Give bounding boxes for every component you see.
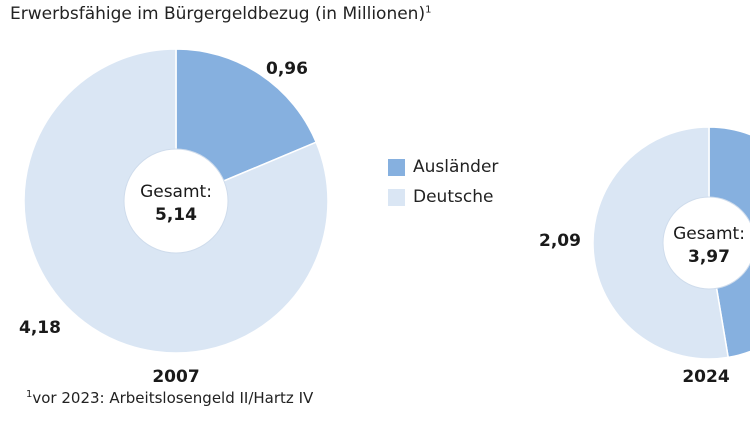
year-label-2007: 2007	[152, 367, 199, 387]
legend-label-auslaender: Ausländer	[413, 157, 499, 177]
value-label-2007-auslaender: 0,96	[266, 59, 308, 79]
legend-swatch-auslaender	[388, 158, 405, 176]
footnote-text: vor 2023: Arbeitslosengeld II/Hartz IV	[32, 389, 314, 407]
chart-title-text: Erwerbsfähige im Bürgergeldbezug (in Mil…	[10, 4, 426, 24]
value-label-2007-deutsche: 4,18	[19, 318, 61, 338]
donut-hole-2007	[123, 148, 229, 254]
center-label-2007: Gesamt:	[140, 182, 212, 202]
legend-item-auslaender: Ausländer	[388, 156, 498, 178]
legend-item-deutsche: Deutsche	[388, 186, 498, 208]
legend-label-deutsche: Deutsche	[413, 187, 494, 207]
center-total-2007: 5,14	[155, 205, 197, 225]
slice-2024-deutsche	[592, 126, 730, 360]
footnote-mark: 1	[26, 389, 33, 400]
center-total-2024: 3,97	[688, 247, 730, 267]
slice-2007-deutsche	[23, 48, 329, 354]
legend: Ausländer Deutsche	[388, 156, 498, 216]
chart-title: Erwerbsfähige im Bürgergeldbezug (in Mil…	[10, 4, 431, 24]
legend-swatch-deutsche	[388, 188, 405, 206]
year-label-2024: 2024	[682, 367, 729, 387]
footnote: 1vor 2023: Arbeitslosengeld II/Hartz IV	[26, 389, 313, 407]
title-footnote-mark: 1	[425, 4, 432, 16]
value-label-2024-deutsche: 2,09	[539, 231, 581, 251]
center-label-2024: Gesamt:	[673, 224, 745, 244]
donut-hole-2024	[662, 196, 750, 290]
